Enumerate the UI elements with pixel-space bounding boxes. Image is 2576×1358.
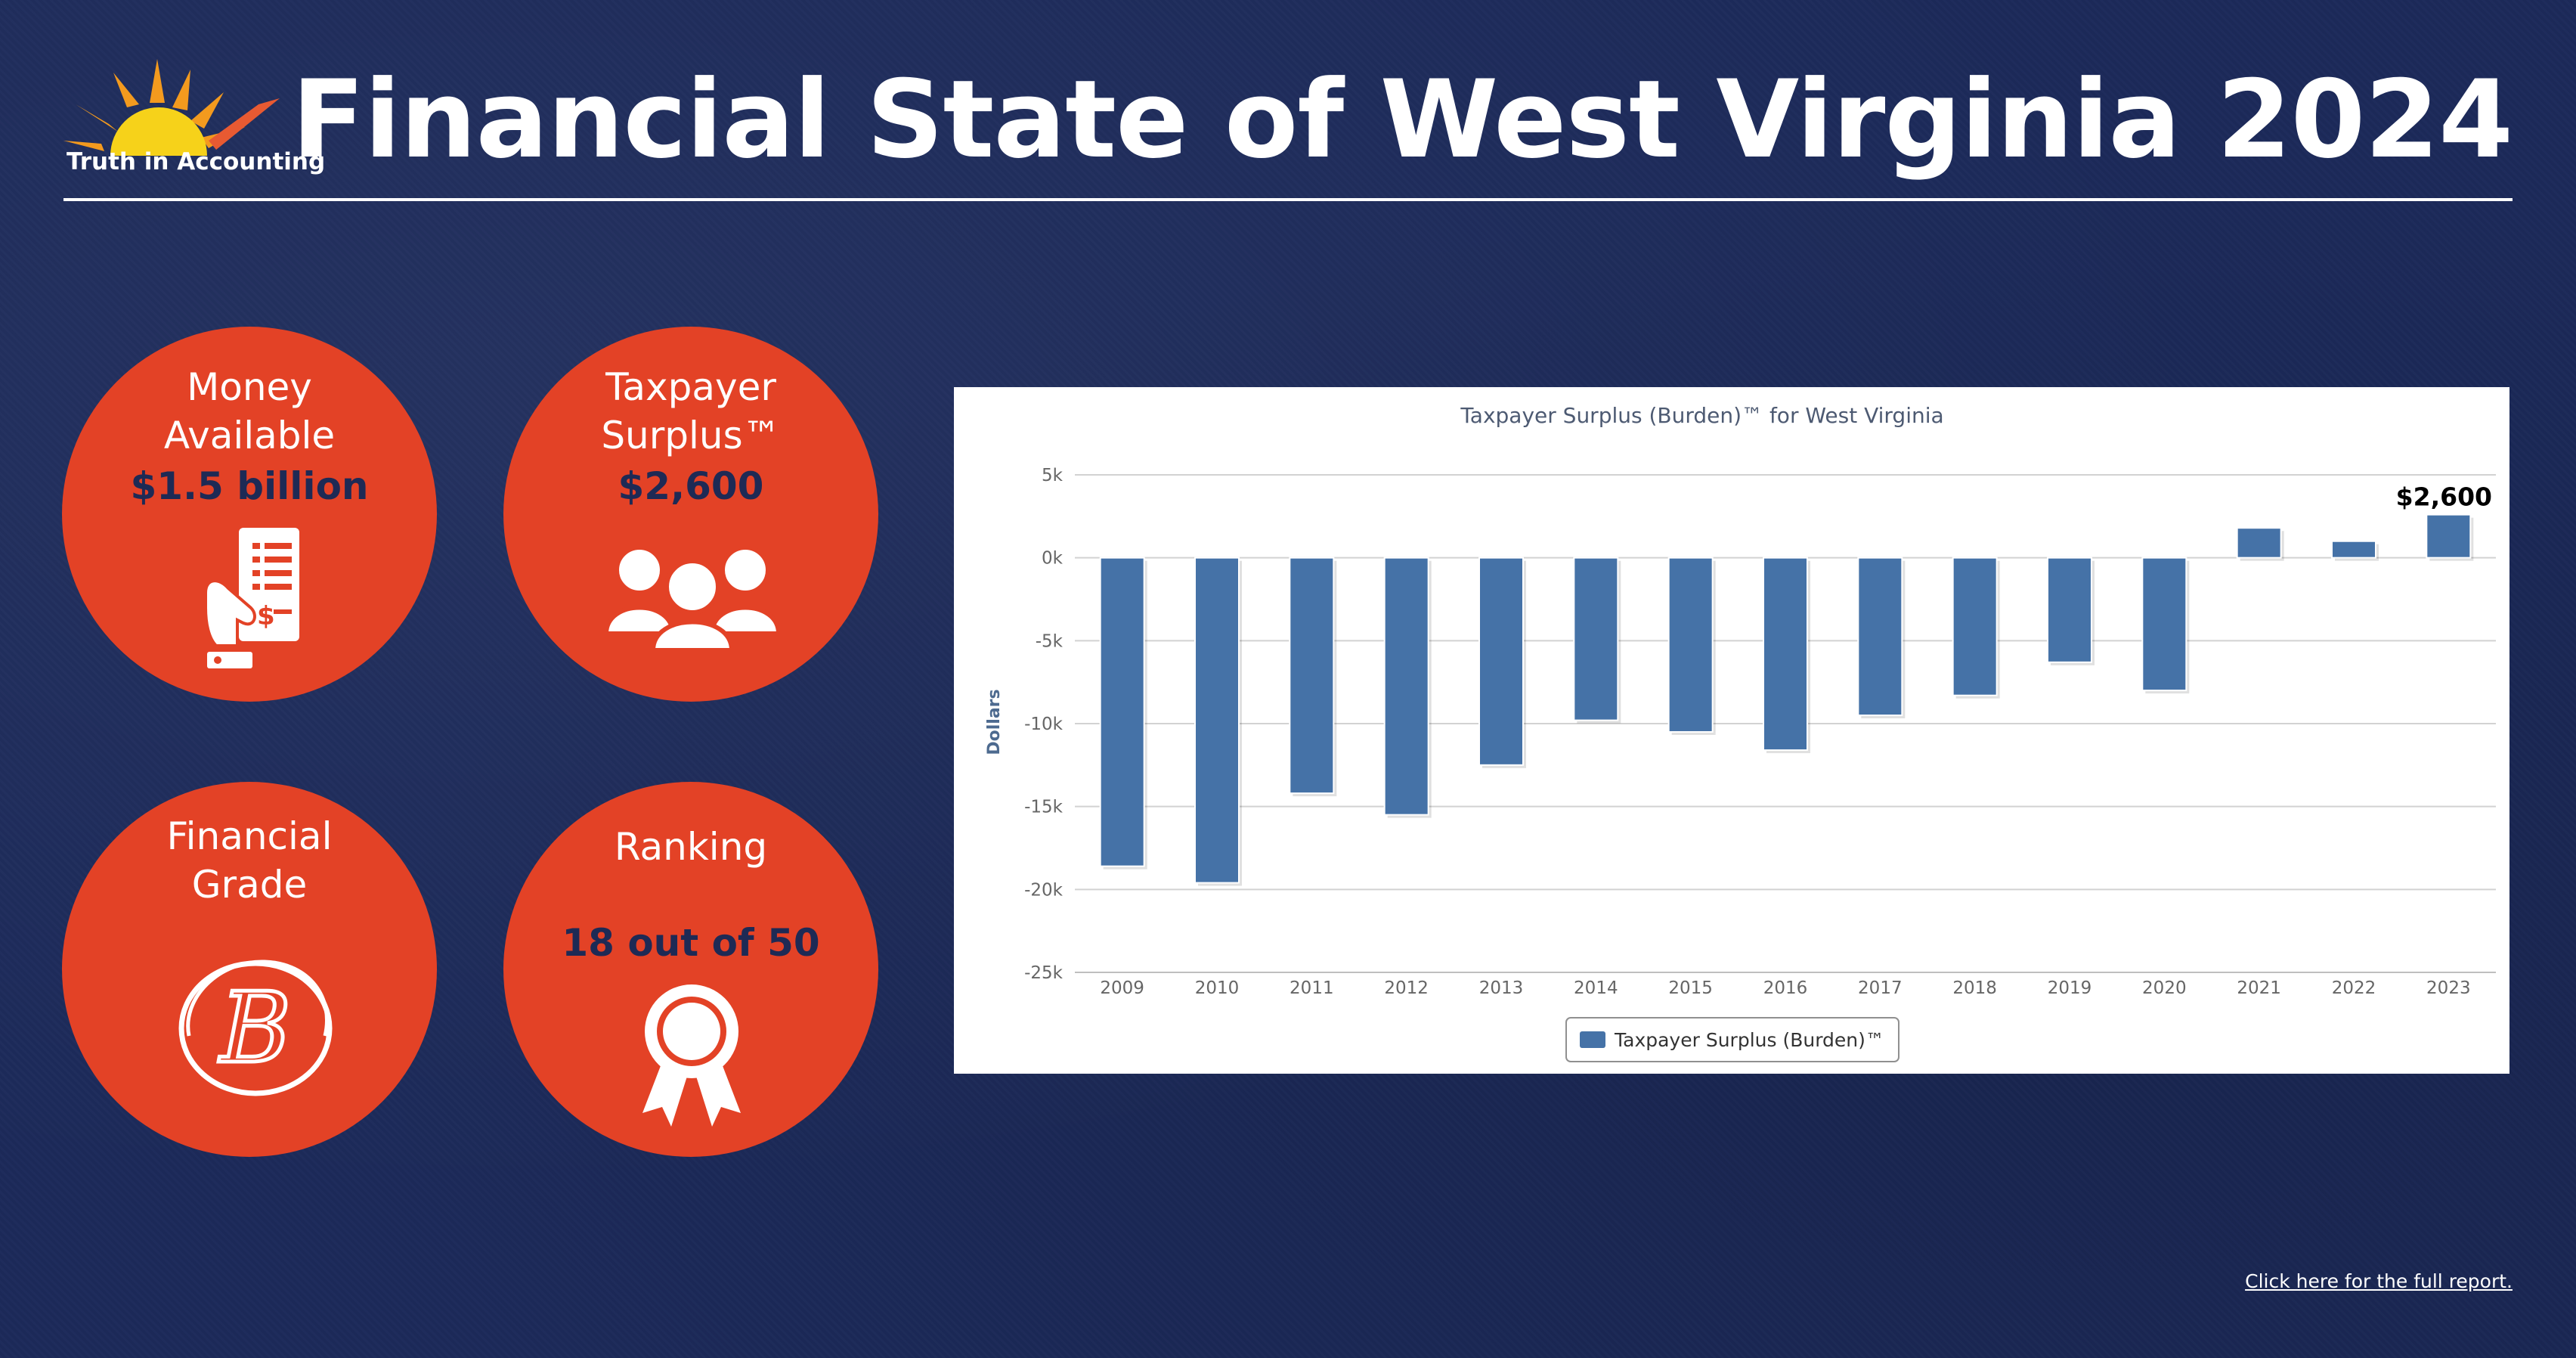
y-tick-label: -25k <box>1024 963 1064 983</box>
chart-title: Taxpayer Surplus (Burden)™ for West Virg… <box>1460 403 1943 428</box>
y-axis-label: Dollars <box>985 689 1004 755</box>
svg-text:$: $ <box>257 601 275 631</box>
x-tick-label: 2023 <box>2426 978 2471 998</box>
x-tick-label: 2012 <box>1384 978 1429 998</box>
bar-2019[interactable] <box>2047 557 2092 663</box>
taxpayer-surplus-label-line-1: Taxpayer <box>605 365 776 409</box>
y-tick-label: 5k <box>1042 466 1064 485</box>
taxpayer-surplus-value: $2,600 <box>618 464 764 508</box>
award-ribbon-icon <box>642 984 741 1127</box>
bar-2013[interactable] <box>1478 557 1524 766</box>
ranking-label: Ranking <box>614 825 768 869</box>
page-title: Financial State of West Virginia 2024 <box>291 57 2513 182</box>
x-tick-label: 2019 <box>2048 978 2092 998</box>
x-tick-label: 2021 <box>2237 978 2281 998</box>
sun-logo-icon <box>63 59 280 156</box>
bar-2020[interactable] <box>2141 557 2187 692</box>
bar-2015[interactable] <box>1667 557 1714 733</box>
y-tick-label: -10k <box>1024 715 1064 734</box>
money-available-value: $1.5 billion <box>130 464 369 508</box>
legend-swatch <box>1580 1031 1605 1048</box>
legend-frame <box>1565 1017 1899 1062</box>
money-available-label-line-2: Available <box>163 414 336 457</box>
legend-label: Taxpayer Surplus (Burden)™ <box>1614 1029 1884 1051</box>
bar-2012[interactable] <box>1383 557 1429 816</box>
bar-2017[interactable] <box>1857 557 1903 717</box>
bar-2018[interactable] <box>1952 557 1998 696</box>
full-report-link[interactable]: Click here for the full report. <box>2245 1270 2513 1292</box>
taxpayer-surplus-label-line-2: Surplus™ <box>601 414 781 457</box>
x-tick-label: 2009 <box>1100 978 1144 998</box>
chart-svg: Taxpayer Surplus (Burden)™ for West Virg… <box>985 403 2496 1062</box>
x-tick-label: 2017 <box>1858 978 1903 998</box>
ranking-card: Ranking 18 out of 50 <box>503 782 878 1157</box>
surplus-chart: Taxpayer Surplus (Burden)™ for West Virg… <box>954 387 2509 1074</box>
x-tick-label: 2018 <box>1952 978 1997 998</box>
taxpayer-surplus-card: Taxpayer Surplus™ $2,600 <box>503 327 878 702</box>
x-tick-label: 2015 <box>1668 978 1713 998</box>
grade-letter: B <box>218 972 291 1085</box>
financial-grade-card: Financial Grade B <box>62 782 437 1157</box>
x-tick-label: 2020 <box>2142 978 2187 998</box>
header-divider <box>63 198 2513 201</box>
x-tick-label: 2022 <box>2332 978 2376 998</box>
y-tick-label: 0k <box>1042 549 1064 569</box>
ranking-value: 18 out of 50 <box>562 921 820 965</box>
y-tick-label: -5k <box>1036 631 1064 651</box>
bar-2016[interactable] <box>1763 557 1808 752</box>
bar-2011[interactable] <box>1289 557 1335 795</box>
people-group-icon <box>606 545 779 652</box>
bar-2009[interactable] <box>1099 557 1145 867</box>
receipt-hand-icon: $ <box>204 528 299 668</box>
bar-2010[interactable] <box>1194 557 1240 884</box>
logo-text: Truth in Accounting <box>67 148 326 175</box>
bar-2021[interactable] <box>2236 527 2282 559</box>
y-tick-label: -20k <box>1024 880 1064 900</box>
x-tick-label: 2010 <box>1195 978 1240 998</box>
legend[interactable]: Taxpayer Surplus (Burden)™ <box>1565 1017 1899 1062</box>
x-tick-label: 2011 <box>1290 978 1334 998</box>
financial-grade-label-line-1: Financial <box>166 814 333 858</box>
bar-2014[interactable] <box>1573 557 1619 721</box>
financial-grade-label-line-2: Grade <box>191 863 308 907</box>
y-tick-label: -15k <box>1024 798 1064 817</box>
grade-b-icon: B <box>178 960 333 1096</box>
bar-2023[interactable] <box>2426 513 2472 559</box>
money-available-label-line-1: Money <box>187 365 312 409</box>
data-label: $2,600 <box>2396 482 2492 512</box>
x-tick-label: 2016 <box>1763 978 1808 998</box>
x-tick-label: 2014 <box>1574 978 1618 998</box>
x-tick-label: 2013 <box>1479 978 1524 998</box>
money-available-card: Money Available $1.5 billion $ <box>62 327 437 702</box>
bar-2022[interactable] <box>2331 540 2376 559</box>
